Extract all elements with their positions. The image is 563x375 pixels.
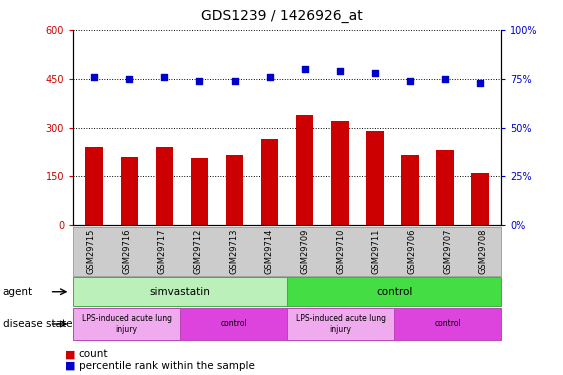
Text: GSM29708: GSM29708 [479,228,488,274]
Text: GSM29713: GSM29713 [229,228,238,274]
Bar [226,155,243,225]
Text: GSM29710: GSM29710 [336,228,345,274]
Text: GSM29711: GSM29711 [372,228,381,274]
Bar [401,155,419,225]
Point [370,70,379,76]
Bar [86,147,103,225]
Bar [155,147,173,225]
Text: GSM29707: GSM29707 [443,228,452,274]
Text: disease state: disease state [3,319,72,329]
Text: control: control [434,320,461,328]
Text: simvastatin: simvastatin [150,287,211,297]
Text: control: control [220,320,247,328]
Point [405,78,414,84]
Text: percentile rank within the sample: percentile rank within the sample [79,361,254,370]
Bar [436,150,454,225]
Text: agent: agent [3,287,33,297]
Point [230,78,239,84]
Bar [471,173,489,225]
Text: GSM29716: GSM29716 [122,228,131,274]
Point [335,68,344,74]
Bar [296,114,314,225]
Text: LPS-induced acute lung
injury: LPS-induced acute lung injury [296,314,386,334]
Point [195,78,204,84]
Bar [191,158,208,225]
Text: GSM29709: GSM29709 [301,228,310,274]
Text: control: control [376,287,412,297]
Point [265,74,274,80]
Point [300,66,309,72]
Bar [331,121,348,225]
Bar [120,157,138,225]
Text: GSM29714: GSM29714 [265,228,274,274]
Text: ■: ■ [65,350,75,359]
Point [125,76,134,82]
Text: ■: ■ [65,361,75,370]
Text: GSM29717: GSM29717 [158,228,167,274]
Text: GSM29715: GSM29715 [87,228,96,274]
Point [90,74,99,80]
Text: LPS-induced acute lung
injury: LPS-induced acute lung injury [82,314,172,334]
Text: GSM29712: GSM29712 [194,228,203,274]
Point [476,80,485,86]
Point [160,74,169,80]
Bar [261,139,278,225]
Text: GDS1239 / 1426926_at: GDS1239 / 1426926_at [200,9,363,23]
Bar [366,131,383,225]
Text: GSM29706: GSM29706 [408,228,417,274]
Text: count: count [79,350,108,359]
Point [440,76,449,82]
